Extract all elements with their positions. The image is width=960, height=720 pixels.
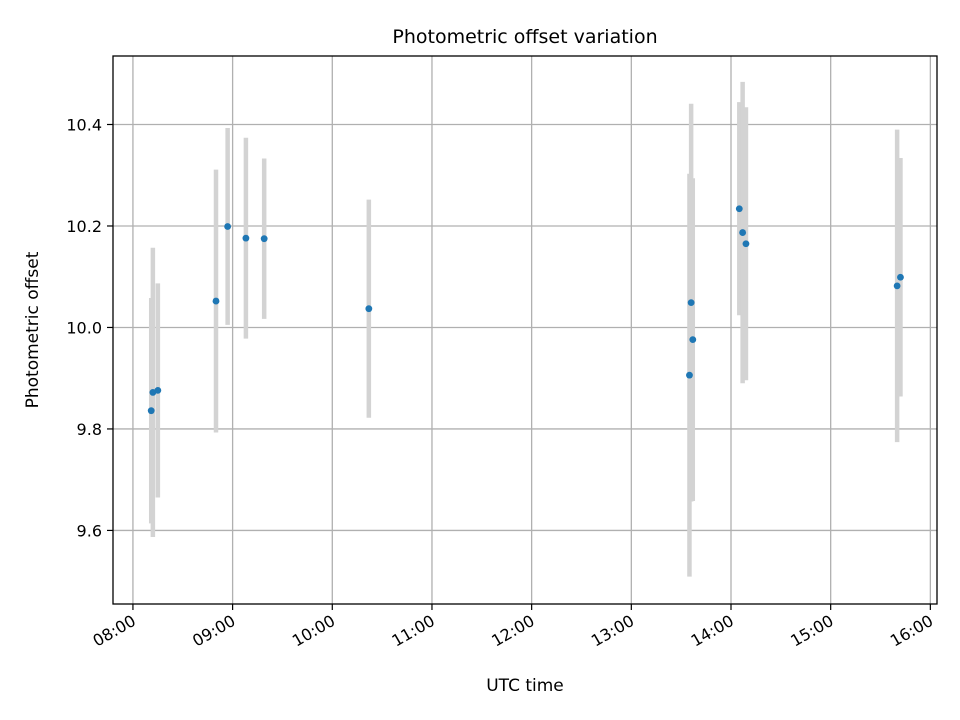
data-point xyxy=(154,386,162,394)
data-points xyxy=(147,205,904,415)
x-tick-label: 14:00 xyxy=(688,611,737,651)
y-axis-ticks: 9.6 9.8 10.0 10.2 10.4 xyxy=(66,116,113,540)
x-axis-label: UTC time xyxy=(486,676,564,696)
y-tick-label: 10.4 xyxy=(66,116,102,135)
data-point xyxy=(242,234,250,242)
data-point xyxy=(212,297,220,305)
y-tick-label: 9.6 xyxy=(77,521,102,540)
data-point xyxy=(897,273,904,281)
x-tick-label: 10:00 xyxy=(289,611,338,651)
data-point xyxy=(742,240,750,248)
data-point xyxy=(893,282,901,290)
y-tick-label: 9.8 xyxy=(77,420,102,439)
x-tick-label: 13:00 xyxy=(588,611,637,651)
data-point xyxy=(735,205,743,213)
data-point xyxy=(687,299,695,306)
data-point xyxy=(739,229,747,236)
data-point xyxy=(260,235,268,243)
plot-frame xyxy=(112,55,938,605)
data-point xyxy=(224,223,232,230)
error-bars xyxy=(148,81,903,577)
x-tick-label: 08:00 xyxy=(90,611,139,651)
data-point xyxy=(365,305,373,313)
x-tick-label: 15:00 xyxy=(787,611,836,651)
data-point xyxy=(689,336,697,344)
y-tick-label: 10.2 xyxy=(66,217,102,236)
y-axis-label: Photometric offset xyxy=(23,251,43,408)
x-tick-label: 12:00 xyxy=(488,611,537,651)
data-point xyxy=(147,407,155,415)
x-tick-label: 16:00 xyxy=(887,611,936,651)
grid xyxy=(113,56,937,604)
x-axis-ticks: 08:00 09:00 10:00 11:00 12:00 13:00 14:00 15:00… xyxy=(90,604,936,651)
data-point xyxy=(686,371,693,379)
x-tick-label: 11:00 xyxy=(389,611,438,651)
chart-title: Photometric offset variation xyxy=(392,26,657,48)
x-tick-label: 09:00 xyxy=(189,611,238,651)
y-tick-label: 10.0 xyxy=(66,318,102,337)
